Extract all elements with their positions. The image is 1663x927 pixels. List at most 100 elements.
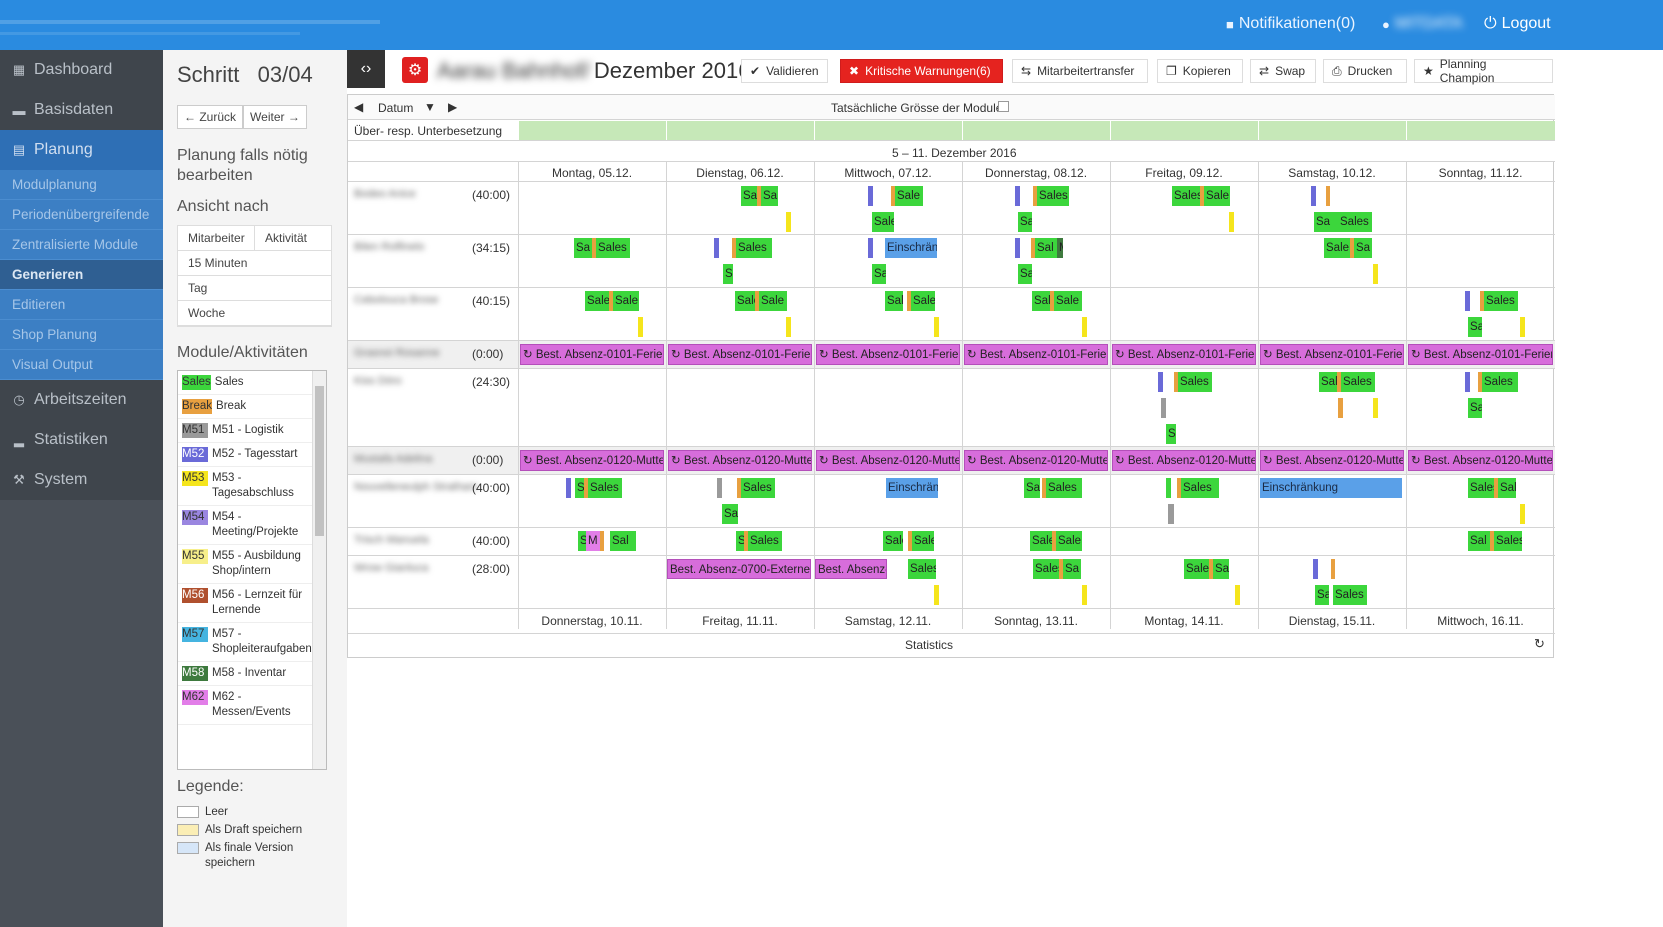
shift-module-block[interactable]: [908, 531, 912, 551]
shift-module-block[interactable]: [584, 478, 588, 498]
shift-module-block[interactable]: Sale: [911, 291, 935, 311]
copy-button[interactable]: ❐ Kopieren: [1157, 59, 1243, 83]
shift-module-block[interactable]: [1050, 291, 1054, 311]
shift-module-block[interactable]: Sales: [1484, 291, 1518, 311]
shift-module-block[interactable]: Sal: [1468, 531, 1490, 551]
shift-module-block[interactable]: Sale: [872, 212, 894, 232]
shift-module-block[interactable]: [592, 238, 596, 258]
shift-module-block[interactable]: [907, 291, 911, 311]
shift-module-block[interactable]: Sale: [585, 291, 609, 311]
shift-module-block[interactable]: Einschrän: [885, 238, 937, 258]
absence-block[interactable]: Best. Absenz-: [815, 559, 887, 579]
sidebar-item-dashboard[interactable]: ▦ Dashboard: [0, 50, 163, 90]
shift-module-block[interactable]: [1494, 478, 1498, 498]
shift-module-block[interactable]: [786, 317, 791, 337]
shift-module-block[interactable]: M: [1057, 238, 1063, 258]
tab-aktivitaet[interactable]: Aktivität: [254, 226, 331, 250]
shift-module-block[interactable]: Sale: [1324, 238, 1350, 258]
settings-gear-button[interactable]: ⚙: [402, 57, 428, 83]
shift-module-block[interactable]: Sale: [1056, 531, 1082, 551]
next-icon[interactable]: ▶: [448, 100, 458, 114]
shift-module-block[interactable]: [1015, 238, 1020, 258]
absence-block[interactable]: ↻ Best. Absenz-0120-Mutterschaft: [1408, 450, 1553, 471]
shift-module-block[interactable]: Sa: [1314, 212, 1345, 232]
shift-module-block[interactable]: Sales: [1178, 372, 1212, 392]
absence-block[interactable]: ↻ Best. Absenz-0120-Mutterschaft: [668, 450, 812, 471]
shift-module-block[interactable]: [1015, 186, 1020, 206]
shift-module-block[interactable]: Sale: [1032, 291, 1050, 311]
sidebar-item-basisdaten[interactable]: ▬ Basisdaten: [0, 90, 163, 130]
shift-module-block[interactable]: Sa: [574, 238, 592, 258]
shift-module-block[interactable]: M: [586, 531, 600, 551]
shift-module-block[interactable]: [1168, 504, 1174, 524]
shift-module-block[interactable]: [1465, 291, 1470, 311]
shift-module-block[interactable]: Sales: [1172, 186, 1200, 206]
absence-block[interactable]: ↻ Best. Absenz-0120-Mutterschaft: [1260, 450, 1404, 471]
shift-module-block[interactable]: [934, 317, 939, 337]
shift-module-block[interactable]: S: [1166, 424, 1176, 444]
sidebar-item-system[interactable]: ⚒ System: [0, 460, 163, 500]
sidebar-sub-visual-output[interactable]: Visual Output: [0, 350, 163, 380]
tab-mitarbeiter[interactable]: Mitarbeiter: [188, 231, 245, 245]
shift-module-block[interactable]: Sale: [895, 186, 923, 206]
module-item[interactable]: Break Break: [178, 395, 326, 419]
shift-module-block[interactable]: [1209, 559, 1213, 579]
absence-block[interactable]: ↻ Best. Absenz-0101-Ferien: [520, 344, 664, 365]
absence-block[interactable]: ↻ Best. Absenz-0101-Ferien: [668, 344, 812, 365]
shift-module-block[interactable]: Sa: [1063, 559, 1081, 579]
shift-module-block[interactable]: Sale: [912, 531, 934, 551]
absence-block[interactable]: ↻ Best. Absenz-0101-Ferien: [816, 344, 960, 365]
shift-module-block[interactable]: [1235, 585, 1240, 605]
shift-module-block[interactable]: Sale: [1054, 291, 1082, 311]
shift-module-block[interactable]: [1033, 186, 1037, 206]
shift-module-block[interactable]: [1478, 372, 1482, 392]
shift-module-block[interactable]: Sales: [596, 238, 630, 258]
sidebar-sub-zentralisierte-module[interactable]: Zentralisierte Module: [0, 230, 163, 260]
shift-module-block[interactable]: [1158, 372, 1163, 392]
shift-module-block[interactable]: [1373, 264, 1378, 284]
shift-module-block[interactable]: Sa: [1315, 585, 1329, 605]
shift-module-block[interactable]: [755, 291, 759, 311]
shift-module-block[interactable]: [638, 317, 643, 337]
shift-module-block[interactable]: Sa: [1213, 559, 1229, 579]
statistics-refresh-icon[interactable]: ↻: [1534, 636, 1545, 651]
shift-module-block[interactable]: [1490, 531, 1494, 551]
shift-module-block[interactable]: Sales: [748, 531, 782, 551]
shift-module-block[interactable]: Sa: [722, 504, 738, 524]
shift-module-block[interactable]: Sa: [872, 264, 886, 284]
shift-module-block[interactable]: [1313, 559, 1318, 579]
shift-module-block[interactable]: [1042, 478, 1046, 498]
print-button[interactable]: ⎙ Drucken: [1323, 59, 1407, 83]
module-item[interactable]: M57 M57 - Shopleiteraufgaben: [178, 623, 326, 662]
shift-module-block[interactable]: [1174, 372, 1178, 392]
shift-module-block[interactable]: [1082, 585, 1087, 605]
module-item[interactable]: M56 M56 - Lernzeit für Lernende: [178, 584, 326, 623]
user-menu[interactable]: ● MITDATA: [1382, 15, 1463, 32]
shift-module-block[interactable]: [1052, 531, 1056, 551]
shift-module-block[interactable]: Einschränkung: [1260, 478, 1402, 498]
sidebar-item-arbeitszeiten[interactable]: ◷ Arbeitszeiten: [0, 380, 163, 420]
module-item[interactable]: M55 M55 - Ausbildung Shop/intern: [178, 545, 326, 584]
validate-button[interactable]: ✔ Validieren: [741, 59, 828, 83]
shift-module-block[interactable]: S: [578, 531, 586, 551]
sidebar-item-planung[interactable]: ▤ Planung: [0, 130, 163, 170]
shift-module-block[interactable]: [891, 186, 895, 206]
absence-block[interactable]: ↻ Best. Absenz-0120-Mutterschaft: [520, 450, 664, 471]
absence-block[interactable]: ↻ Best. Absenz-0101-Ferien: [1112, 344, 1256, 365]
shift-module-block[interactable]: [934, 585, 939, 605]
view-woche[interactable]: Woche: [178, 301, 331, 326]
shift-module-block[interactable]: Sa: [1018, 212, 1032, 232]
planning-champion-button[interactable]: ★ Planning Champion: [1414, 57, 1553, 85]
shift-module-block[interactable]: Sales: [1181, 478, 1219, 498]
shift-module-block[interactable]: [1229, 212, 1234, 232]
shift-module-block[interactable]: [1338, 398, 1343, 418]
shift-module-block[interactable]: [1059, 559, 1063, 579]
shift-module-block[interactable]: Sales: [1033, 559, 1059, 579]
shift-module-block[interactable]: [1331, 559, 1335, 579]
sidebar-sub-modulplanung[interactable]: Modulplanung: [0, 170, 163, 200]
back-button[interactable]: ← Zurück: [177, 105, 244, 129]
shift-module-block[interactable]: [717, 478, 722, 498]
shift-module-block[interactable]: Sales: [1468, 478, 1494, 498]
view-tag[interactable]: Tag: [178, 276, 331, 301]
shift-module-block[interactable]: [1520, 317, 1525, 337]
